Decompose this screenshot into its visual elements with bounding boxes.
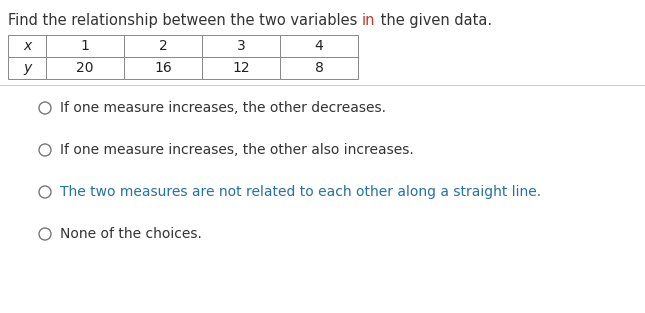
Bar: [124, 35, 202, 57]
Bar: [124, 57, 202, 79]
Ellipse shape: [39, 144, 51, 156]
Text: 8: 8: [315, 61, 323, 75]
Ellipse shape: [39, 228, 51, 240]
Text: Find the relationship between the two variables: Find the relationship between the two va…: [8, 13, 362, 28]
Bar: [46, 57, 124, 79]
Text: the given data.: the given data.: [375, 13, 491, 28]
Text: If one measure increases, the other decreases.: If one measure increases, the other decr…: [60, 101, 386, 115]
Bar: [46, 35, 124, 57]
Text: If one measure increases, the other also increases.: If one measure increases, the other also…: [60, 143, 413, 157]
Ellipse shape: [39, 186, 51, 198]
Bar: [8, 35, 46, 57]
Bar: [8, 57, 46, 79]
Text: in: in: [362, 13, 375, 28]
Text: 2: 2: [159, 39, 167, 53]
Text: 16: 16: [154, 61, 172, 75]
Bar: [202, 35, 280, 57]
Bar: [280, 57, 358, 79]
Text: None of the choices.: None of the choices.: [60, 227, 202, 241]
Bar: [202, 57, 280, 79]
Text: 20: 20: [76, 61, 94, 75]
Text: 12: 12: [232, 61, 250, 75]
Text: y: y: [23, 61, 31, 75]
Bar: [280, 35, 358, 57]
Text: 1: 1: [81, 39, 90, 53]
Text: 4: 4: [315, 39, 323, 53]
Text: The two measures are not related to each other along a straight line.: The two measures are not related to each…: [60, 185, 541, 199]
Text: 3: 3: [237, 39, 245, 53]
Ellipse shape: [39, 102, 51, 114]
Text: x: x: [23, 39, 31, 53]
